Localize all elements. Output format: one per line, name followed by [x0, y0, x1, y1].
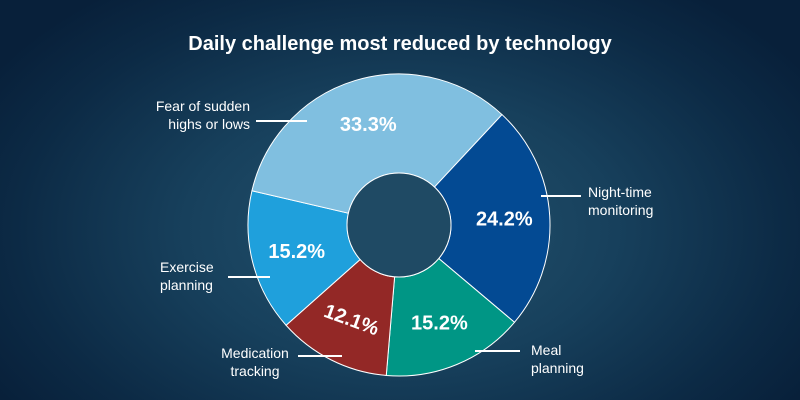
- leader-line: [541, 195, 581, 197]
- data-label: 15.2%: [268, 241, 325, 263]
- legend-label-exercise: Exercise planning: [160, 259, 214, 293]
- donut-hole: [346, 172, 452, 278]
- legend-label-night-time: Night-time monitoring: [588, 184, 654, 218]
- leader-line: [298, 355, 342, 357]
- data-label: 33.3%: [340, 114, 397, 136]
- data-label: 24.2%: [476, 209, 533, 231]
- data-label: 15.2%: [411, 312, 468, 334]
- legend-label-fear: Fear of sudden highs or lows: [155, 98, 250, 132]
- leader-line: [475, 350, 520, 352]
- leader-line: [256, 120, 307, 122]
- leader-line: [228, 276, 270, 278]
- legend-label-meal: Meal planning: [531, 342, 584, 376]
- legend-label-medication: Medication tracking: [221, 345, 289, 379]
- chart-title: Daily challenge most reduced by technolo…: [188, 33, 612, 55]
